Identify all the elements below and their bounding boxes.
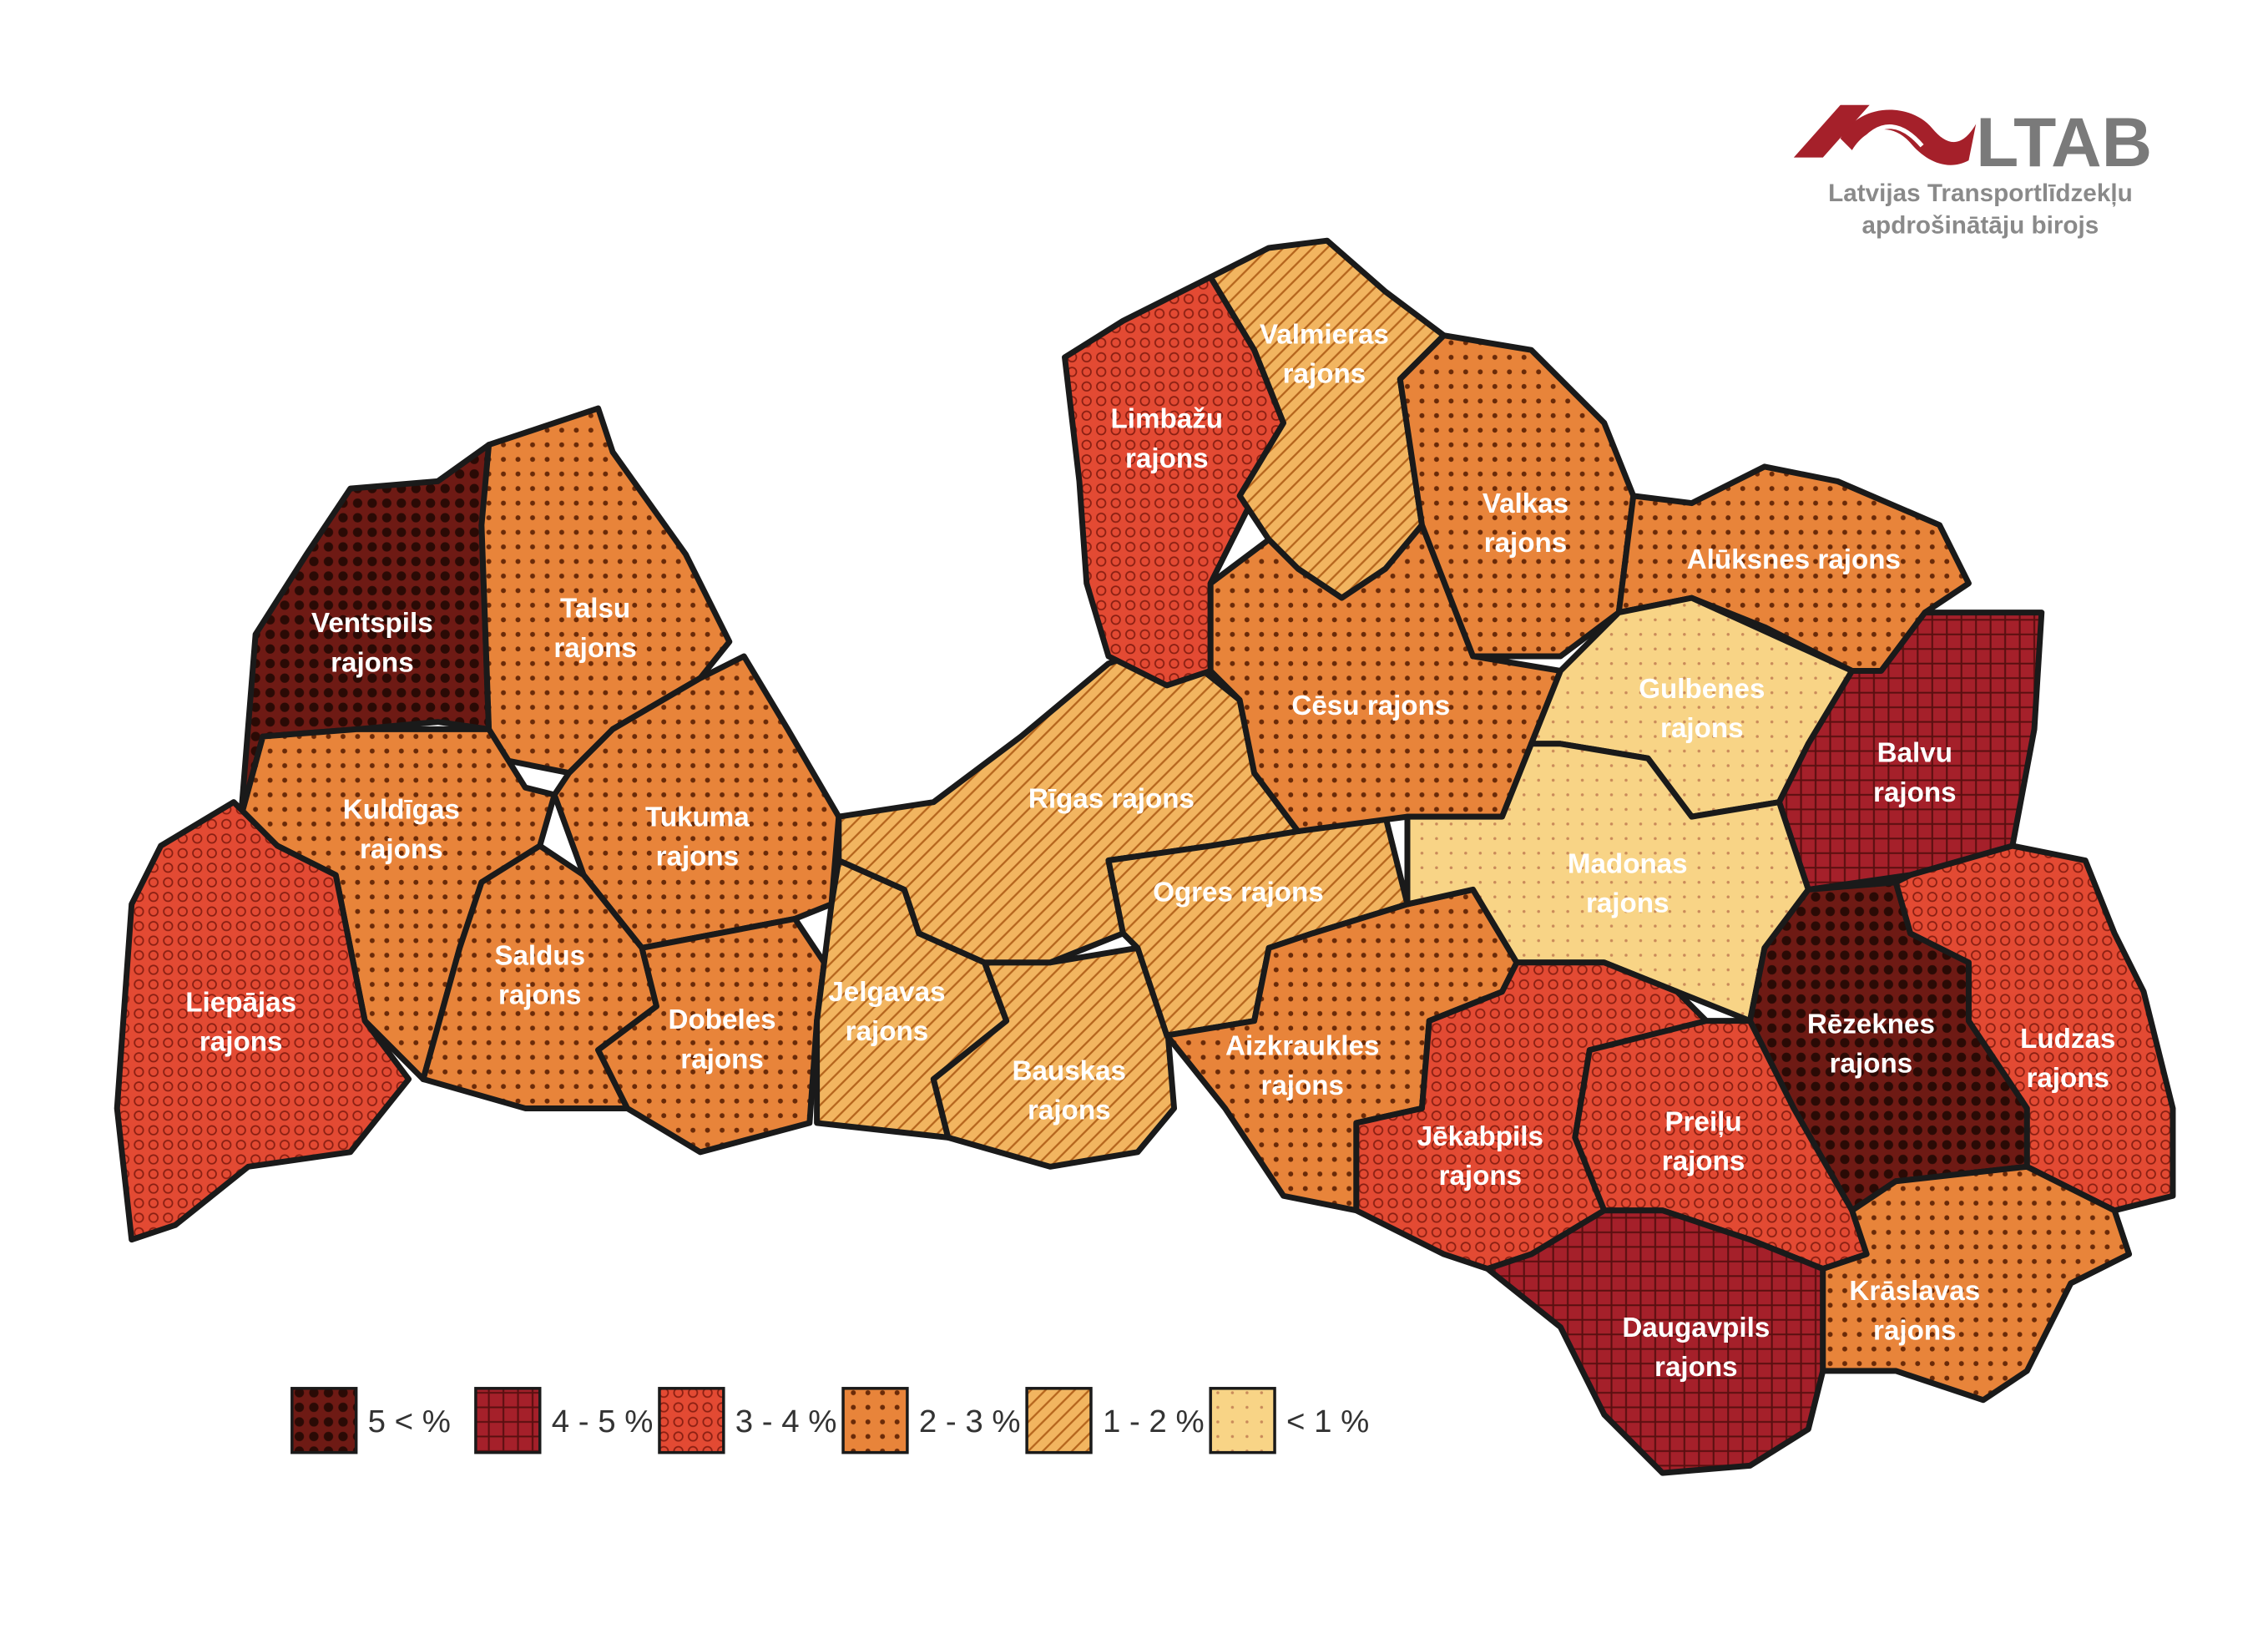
region-label: rajons: [360, 834, 443, 865]
region-label: Tukuma: [645, 802, 750, 832]
region-label: Bauskas: [1013, 1055, 1126, 1086]
legend-label: 2 - 3 %: [919, 1404, 1021, 1439]
region-label: rajons: [200, 1026, 283, 1057]
region-label: Krāslavas: [1849, 1276, 1980, 1307]
logo-mark: [1840, 109, 1977, 165]
region-label: Liepājas: [185, 987, 296, 1018]
legend: 5 < % 4 - 5 % 3 - 4 % 2 - 3 % 1 - 2 % < 1 %: [290, 1387, 1369, 1454]
region-label: Valkas: [1483, 488, 1568, 519]
region-label: rajons: [1654, 1352, 1738, 1383]
region: [1062, 274, 1287, 689]
region-label: Ogres rajons: [1153, 877, 1324, 908]
region-label: Ventspils: [311, 608, 433, 639]
region-label: rajons: [1873, 777, 1957, 808]
region-label: Kuldīgas: [343, 795, 460, 826]
region-label: rajons: [1662, 1146, 1745, 1177]
region-label: rajons: [1439, 1161, 1523, 1191]
region: [551, 653, 842, 951]
logo: LTAB Latvijas Transportlīdzekļu apdrošin…: [1793, 103, 2152, 239]
region-label: Jēkabpils: [1417, 1121, 1543, 1152]
logo-mark: [1857, 124, 1924, 148]
region: [930, 944, 1178, 1170]
region-label: Jelgavas: [828, 977, 945, 1008]
legend-swatch: [841, 1387, 909, 1454]
region-label: rajons: [656, 842, 740, 873]
legend-swatch: [1209, 1387, 1276, 1454]
logo-subtitle: Latvijas Transportlīdzekļu: [1828, 180, 2133, 207]
legend-label: 4 - 5 %: [552, 1404, 654, 1439]
region-label: rajons: [553, 633, 637, 664]
legend-swatch: [290, 1387, 358, 1454]
legend-label: 3 - 4 %: [735, 1404, 837, 1439]
region-label: rajons: [1586, 888, 1669, 919]
region-label: Ludzas: [2020, 1024, 2115, 1055]
region: [114, 799, 412, 1243]
region-label: Rīgas rajons: [1028, 784, 1195, 815]
legend-swatch: [474, 1387, 542, 1454]
region-label: rajons: [1830, 1049, 1913, 1080]
legend-label: < 1 %: [1286, 1404, 1369, 1439]
region-label: Preiļu: [1664, 1107, 1741, 1138]
region-label: rajons: [1484, 528, 1568, 559]
region-label: Madonas: [1568, 848, 1688, 879]
region-label: rajons: [1283, 358, 1366, 389]
region-label: rajons: [1260, 1070, 1344, 1101]
region-label: Talsu: [560, 594, 630, 625]
region-label: rajons: [680, 1044, 764, 1075]
logo-subtitle: apdrošinātāju birojs: [1862, 211, 2099, 239]
legend-label: 1 - 2 %: [1103, 1404, 1205, 1439]
legend-swatch: [658, 1387, 725, 1454]
region-label: Valmieras: [1260, 319, 1389, 350]
region: [1820, 1163, 2133, 1404]
region-label: Saldus: [494, 940, 585, 971]
region-label: Alūksnes rajons: [1687, 544, 1901, 575]
region-label: rajons: [1660, 713, 1744, 744]
region-label: rajons: [846, 1016, 929, 1047]
region-label: Rēzeknes: [1807, 1009, 1935, 1040]
region-label: Balvu: [1877, 738, 1952, 769]
regions: [114, 237, 2176, 1476]
region-label: rajons: [331, 647, 414, 678]
region-label: rajons: [1873, 1315, 1957, 1346]
logo-title: LTAB: [1976, 103, 2152, 181]
region-label: Cēsu rajons: [1291, 691, 1450, 721]
logo-mark: [1793, 104, 1870, 158]
region-label: rajons: [498, 980, 582, 1011]
region-labels: Ventspils rajons Talsu rajons Kuldīgas rajons…: [185, 319, 2115, 1383]
region-label: rajons: [1028, 1095, 1111, 1126]
region-label: rajons: [1125, 443, 1209, 474]
legend-label: 5 < %: [368, 1404, 451, 1439]
region-label: rajons: [2026, 1063, 2109, 1094]
region: [595, 915, 827, 1156]
region-label: Daugavpils: [1622, 1313, 1770, 1343]
legend-swatch: [1025, 1387, 1093, 1454]
region-label: Aizkraukles: [1225, 1031, 1379, 1062]
region-label: Limbažu: [1111, 404, 1224, 435]
region-label: Gulbenes: [1639, 674, 1765, 705]
region-label: Dobeles: [669, 1004, 776, 1035]
